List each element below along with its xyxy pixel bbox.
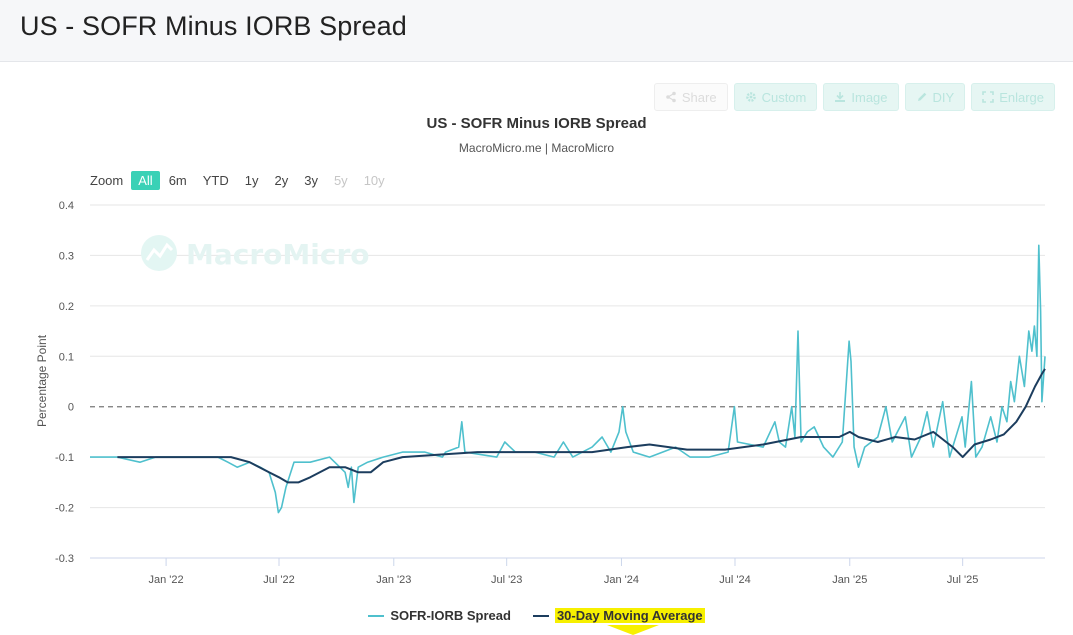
legend-swatch-spread [368, 614, 385, 617]
gear-icon [745, 92, 756, 102]
legend-item-moving-average[interactable]: 30-Day Moving Average [532, 608, 705, 635]
zoom-6m-button[interactable]: 6m [168, 173, 187, 188]
zoom-1y-button[interactable]: 1y [244, 173, 259, 188]
chart-title: US - SOFR Minus IORB Spread [426, 115, 647, 132]
legend-swatch-moving-average [532, 614, 549, 617]
series-line-spread[interactable] [90, 244, 1046, 514]
series-line-moving-average[interactable] [117, 368, 1046, 484]
x-tick-label: Jul '22 [263, 574, 294, 586]
y-tick-label: -0.1 [55, 452, 74, 464]
y-tick-label: -0.2 [55, 503, 74, 515]
zoom-5y-button: 5y [333, 173, 348, 188]
watermark-text: MacroMicro [186, 238, 370, 271]
zoom-ytd-button[interactable]: YTD [202, 173, 229, 188]
x-tick-label: Jul '24 [719, 574, 750, 586]
download-icon [835, 92, 846, 102]
enlarge-label: Enlarge [999, 89, 1044, 105]
share-label: Share [681, 89, 717, 105]
series-layer [90, 244, 1046, 514]
zoom-2y-button[interactable]: 2y [274, 173, 289, 188]
y-tick-label: -0.3 [55, 553, 74, 565]
page-header: US - SOFR Minus IORB Spread [0, 0, 1073, 62]
legend-item-spread[interactable]: SOFR-IORB Spread [368, 608, 511, 623]
expand-icon [982, 91, 994, 103]
diy-button[interactable]: DIY [904, 83, 966, 111]
chart-toolbar: Share Custom Image DIY Enlarge [653, 83, 1055, 111]
x-tick-label: Jan '23 [376, 574, 411, 586]
y-tick-label: 0.1 [59, 351, 74, 363]
legend-label-spread: SOFR-IORB Spread [390, 608, 511, 623]
custom-label: Custom [761, 89, 807, 105]
x-tick-label: Jan '24 [604, 574, 639, 586]
zoom-10y-button: 10y [363, 173, 385, 188]
highlight-arrow-icon [606, 625, 659, 635]
zoom-all-button[interactable]: All [131, 171, 160, 190]
y-axis-label: Percentage Point [35, 334, 49, 427]
page-title: US - SOFR Minus IORB Spread [20, 11, 407, 41]
x-tick-label: Jan '22 [149, 574, 184, 586]
legend: SOFR-IORB Spread 30-Day Moving Average [0, 608, 1073, 635]
watermark-logo-mark [145, 242, 174, 261]
enlarge-button[interactable]: Enlarge [971, 83, 1055, 111]
watermark: MacroMicro [141, 235, 370, 271]
share-icon [666, 91, 676, 103]
chart-subtitle: MacroMicro.me | MacroMicro [458, 141, 615, 155]
image-button[interactable]: Image [823, 83, 899, 111]
x-tick-label: Jul '25 [947, 574, 978, 586]
y-tick-label: 0.4 [59, 200, 74, 212]
share-button[interactable]: Share [653, 83, 728, 111]
image-label: Image [851, 89, 888, 105]
pencil-icon [917, 92, 926, 101]
zoom-3y-button[interactable]: 3y [304, 173, 318, 188]
legend-label-moving-average: 30-Day Moving Average [554, 608, 705, 623]
zoom-bar: Zoom All 6m YTD 1y 2y 3y 5y 10y [90, 171, 394, 190]
x-tick-label: Jan '25 [832, 574, 867, 586]
y-tick-label: 0.3 [59, 250, 74, 262]
axes: -0.3 -0.2 -0.1 0 0.1 0.2 0.3 0.4 Jan '22 Jul '22 J… [55, 200, 1045, 586]
y-tick-label: 0.2 [59, 301, 74, 313]
custom-button[interactable]: Custom [733, 83, 818, 111]
y-tick-label: 0 [68, 402, 74, 414]
diy-label: DIY [932, 89, 955, 105]
zoom-label: Zoom [90, 173, 124, 188]
x-tick-label: Jul '23 [491, 574, 522, 586]
